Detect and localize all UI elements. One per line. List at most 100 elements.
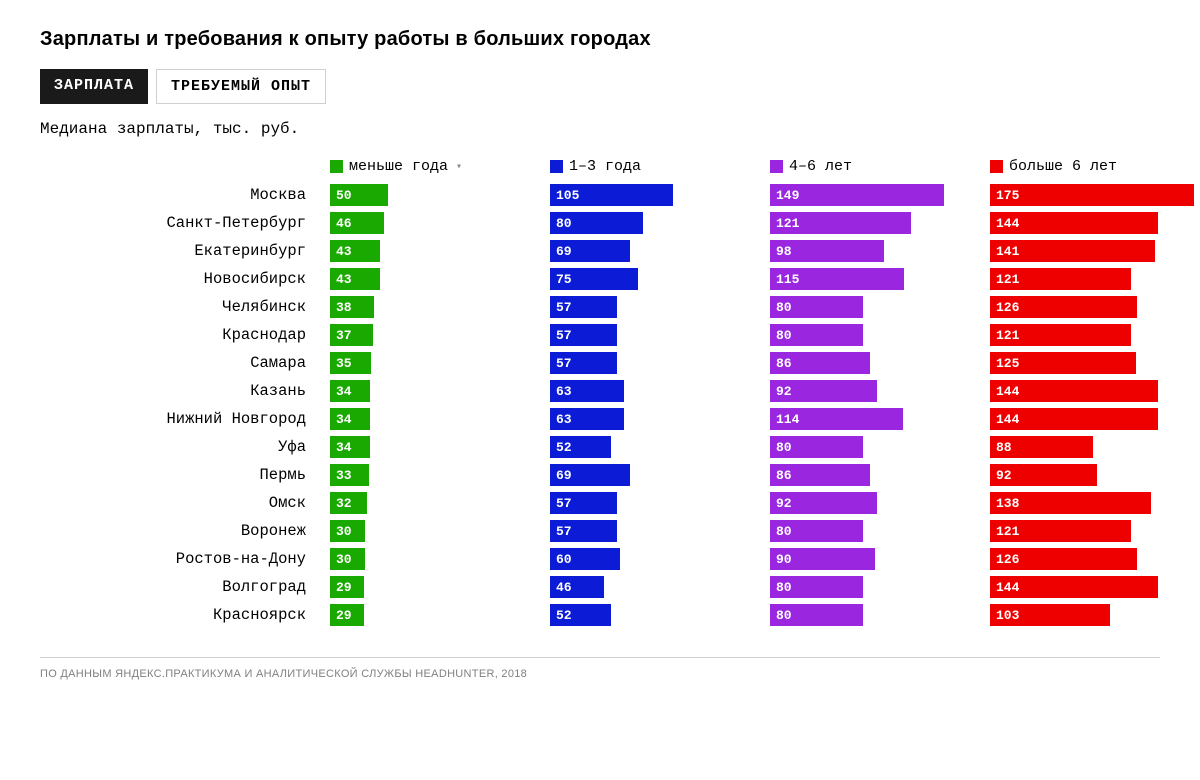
bar: 57	[550, 352, 617, 374]
city-label: Волгоград	[40, 573, 320, 601]
city-label: Воронеж	[40, 517, 320, 545]
bar-cell: 141	[990, 237, 1200, 265]
bar: 29	[330, 604, 364, 626]
legend-swatch-icon	[550, 160, 563, 173]
bar-cell: 57	[550, 321, 760, 349]
bar-cell: 50	[330, 181, 540, 209]
chart-subtitle: Медиана зарплаты, тыс. руб.	[40, 120, 1160, 138]
bar: 92	[770, 380, 877, 402]
bar: 57	[550, 324, 617, 346]
bar-cell: 80	[770, 321, 980, 349]
bar: 149	[770, 184, 944, 206]
bar-cell: 149	[770, 181, 980, 209]
bar: 80	[770, 296, 863, 318]
bar-cell: 92	[770, 377, 980, 405]
bar: 52	[550, 436, 611, 458]
bar: 126	[990, 296, 1137, 318]
bar-cell: 60	[550, 545, 760, 573]
bar-cell: 35	[330, 349, 540, 377]
legend-swatch-icon	[330, 160, 343, 173]
bar-cell: 80	[770, 573, 980, 601]
bar: 86	[770, 464, 870, 486]
bar-cell: 125	[990, 349, 1200, 377]
bar: 63	[550, 380, 624, 402]
bar-cell: 121	[770, 209, 980, 237]
bar: 103	[990, 604, 1110, 626]
city-label: Краснодар	[40, 321, 320, 349]
city-label: Казань	[40, 377, 320, 405]
bar-cell: 80	[770, 293, 980, 321]
bar: 125	[990, 352, 1136, 374]
legend-item-y4_6[interactable]: 4–6 лет	[770, 158, 980, 181]
bar: 114	[770, 408, 903, 430]
bar-cell: 92	[990, 461, 1200, 489]
bar-cell: 121	[990, 517, 1200, 545]
bar-cell: 90	[770, 545, 980, 573]
legend-item-lt1[interactable]: меньше года▾	[330, 158, 540, 181]
bar: 69	[550, 464, 630, 486]
bar-cell: 144	[990, 573, 1200, 601]
city-label: Самара	[40, 349, 320, 377]
city-label: Омск	[40, 489, 320, 517]
bar: 175	[990, 184, 1194, 206]
bar-cell: 33	[330, 461, 540, 489]
tab-experience[interactable]: ТРЕБУЕМЫЙ ОПЫТ	[156, 69, 326, 104]
bar: 80	[770, 576, 863, 598]
bar-cell: 52	[550, 601, 760, 629]
legend-label: 1–3 года	[569, 158, 641, 175]
bar-cell: 103	[990, 601, 1200, 629]
tabs: ЗАРПЛАТА ТРЕБУЕМЫЙ ОПЫТ	[40, 69, 1160, 104]
footnote: ПО ДАННЫМ ЯНДЕКС.ПРАКТИКУМА И АНАЛИТИЧЕС…	[40, 657, 1160, 680]
legend-swatch-icon	[990, 160, 1003, 173]
bar-cell: 57	[550, 517, 760, 545]
bar: 75	[550, 268, 638, 290]
legend-item-gt6[interactable]: больше 6 лет	[990, 158, 1200, 181]
bar: 69	[550, 240, 630, 262]
bar: 126	[990, 548, 1137, 570]
bar-cell: 37	[330, 321, 540, 349]
bar-cell: 98	[770, 237, 980, 265]
salary-chart: меньше года▾1–3 года4–6 летбольше 6 летМ…	[40, 158, 1160, 629]
bar: 86	[770, 352, 870, 374]
legend-item-y1_3[interactable]: 1–3 года	[550, 158, 760, 181]
bar: 80	[770, 436, 863, 458]
bar-cell: 126	[990, 545, 1200, 573]
bar-cell: 69	[550, 461, 760, 489]
page-title: Зарплаты и требования к опыту работы в б…	[40, 28, 1160, 51]
bar: 138	[990, 492, 1151, 514]
bar: 33	[330, 464, 369, 486]
bar: 57	[550, 520, 617, 542]
city-label: Нижний Новгород	[40, 405, 320, 433]
legend-spacer	[40, 158, 320, 181]
bar: 43	[330, 268, 380, 290]
bar: 121	[990, 520, 1131, 542]
bar: 121	[990, 268, 1131, 290]
city-label: Красноярск	[40, 601, 320, 629]
bar-cell: 57	[550, 293, 760, 321]
bar: 88	[990, 436, 1093, 458]
bar: 115	[770, 268, 904, 290]
bar-cell: 80	[770, 517, 980, 545]
city-label: Санкт-Петербург	[40, 209, 320, 237]
bar-cell: 30	[330, 545, 540, 573]
bar: 144	[990, 380, 1158, 402]
bar-cell: 46	[550, 573, 760, 601]
bar: 34	[330, 380, 370, 402]
bar: 80	[550, 212, 643, 234]
bar: 80	[770, 520, 863, 542]
tab-salary[interactable]: ЗАРПЛАТА	[40, 69, 148, 104]
bar: 141	[990, 240, 1155, 262]
bar: 121	[990, 324, 1131, 346]
bar: 80	[770, 324, 863, 346]
bar-cell: 63	[550, 405, 760, 433]
bar-cell: 80	[770, 433, 980, 461]
city-label: Пермь	[40, 461, 320, 489]
bar: 30	[330, 520, 365, 542]
bar: 144	[990, 212, 1158, 234]
legend-swatch-icon	[770, 160, 783, 173]
bar: 63	[550, 408, 624, 430]
bar: 92	[990, 464, 1097, 486]
bar-cell: 57	[550, 489, 760, 517]
city-label: Москва	[40, 181, 320, 209]
bar: 90	[770, 548, 875, 570]
